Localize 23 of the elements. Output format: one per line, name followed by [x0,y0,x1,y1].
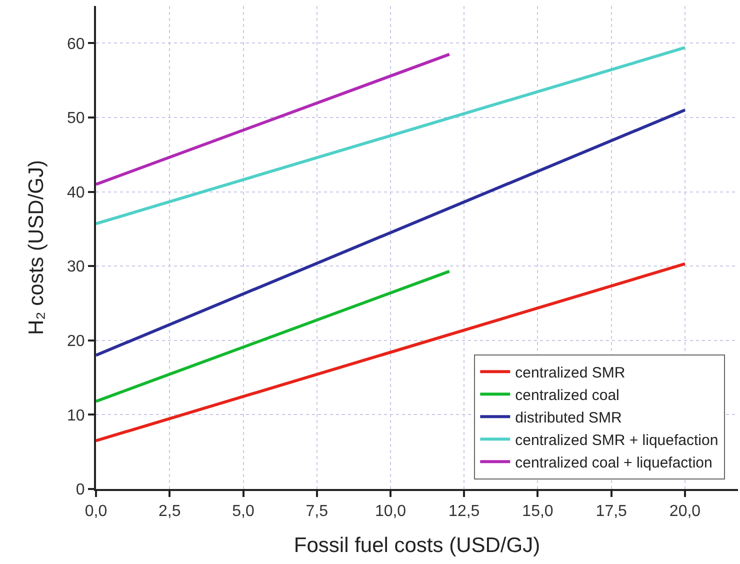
y-tick-label: 40 [67,184,85,202]
legend-label: centralized SMR + liquefaction [515,432,718,449]
y-tick-label: 0 [76,482,85,499]
y-tick-label: 50 [67,110,85,128]
y-tick-label: 60 [67,36,85,53]
legend-label: distributed SMR [515,409,622,426]
x-tick-label: 20,0 [669,503,701,520]
x-tick-label: 15,0 [522,503,554,520]
y-tick-label: 20 [67,332,85,350]
y-tick-label: 10 [67,407,85,424]
x-tick-label: 12,5 [448,503,480,520]
y-axis-title: H₂ costs (USD/GJ) [25,160,48,335]
x-tick-label: 7,5 [306,503,328,520]
y-tick-label: 30 [67,258,85,276]
legend-label: centralized coal + liquefaction [515,454,712,472]
x-tick-label: 0,0 [84,503,108,520]
x-tick-label: 10,0 [374,503,406,520]
x-axis-title: Fossil fuel costs (USD/GJ) [294,534,540,557]
x-tick-label: 17,5 [596,503,628,520]
legend-label: centralized SMR [515,364,626,382]
x-tick-label: 5,0 [232,503,254,520]
legend-label: centralized coal [515,386,620,404]
x-tick-label: 2,5 [158,503,181,520]
